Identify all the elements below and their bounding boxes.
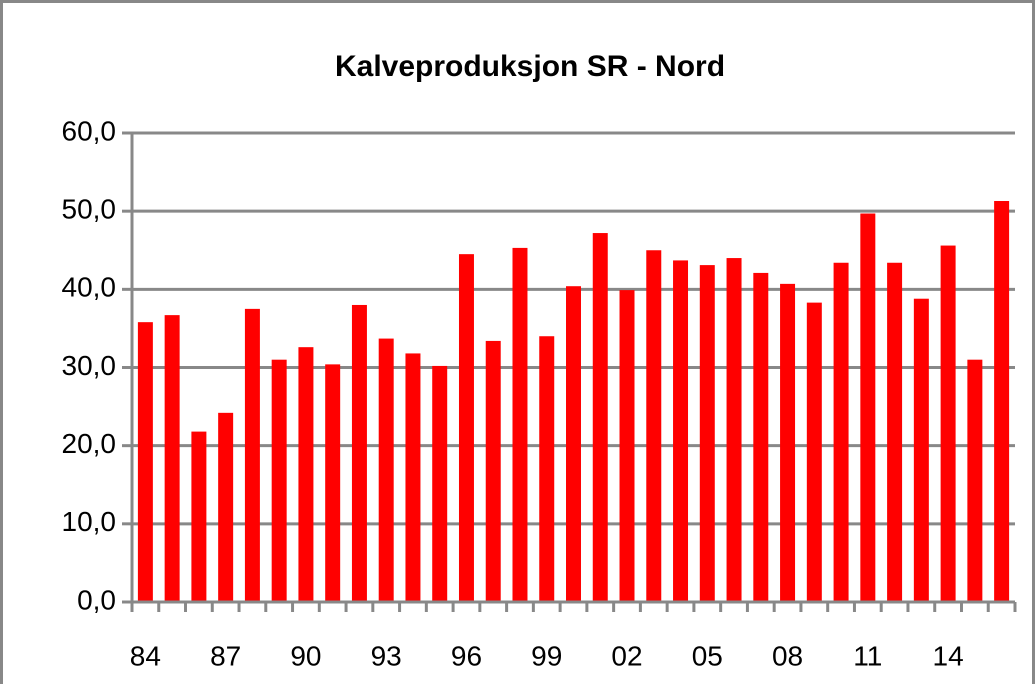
x-tick-label: 87 — [210, 640, 241, 671]
y-tick-label: 50,0 — [62, 194, 117, 225]
bar — [298, 347, 314, 602]
bar — [780, 283, 796, 602]
bar — [913, 298, 929, 602]
bar — [539, 336, 555, 602]
y-tick-label: 40,0 — [62, 272, 117, 303]
y-tick-label: 60,0 — [62, 115, 117, 146]
x-tick-label: 02 — [611, 640, 642, 671]
bar — [592, 233, 608, 602]
bar — [432, 365, 448, 602]
bar — [378, 338, 394, 602]
bar — [699, 265, 715, 602]
bar — [887, 262, 903, 602]
x-tick-label: 05 — [692, 640, 723, 671]
bar — [967, 359, 983, 602]
y-tick-label: 30,0 — [62, 350, 117, 381]
bar — [325, 364, 341, 602]
bar — [458, 254, 474, 603]
bar — [566, 286, 581, 602]
bar — [351, 304, 367, 602]
bar — [940, 245, 956, 602]
y-tick-label: 10,0 — [62, 506, 117, 537]
x-tick-label: 96 — [451, 640, 482, 671]
chart-title: Kalveproduksjon SR - Nord — [335, 50, 725, 83]
bar — [726, 258, 742, 602]
bar — [512, 247, 528, 602]
x-tick-label: 99 — [531, 640, 562, 671]
bar — [806, 302, 822, 602]
bar — [244, 308, 260, 602]
bar — [218, 412, 234, 602]
bar — [860, 213, 876, 603]
bar — [191, 431, 207, 602]
bar — [485, 340, 501, 602]
bar — [994, 201, 1010, 602]
bar — [619, 290, 635, 602]
x-tick-label: 90 — [290, 640, 321, 671]
bar — [646, 250, 662, 602]
x-tick-label: 84 — [130, 640, 161, 671]
bar — [137, 322, 153, 602]
bar — [753, 272, 769, 602]
x-tick-label: 14 — [933, 640, 964, 671]
y-tick-label: 20,0 — [62, 428, 117, 459]
bar — [271, 359, 287, 602]
x-tick-label: 11 — [853, 640, 882, 671]
bar — [833, 262, 849, 602]
bar — [164, 315, 180, 602]
bar — [673, 260, 689, 602]
x-tick-label: 93 — [371, 640, 402, 671]
bar — [405, 353, 421, 602]
x-tick-label: 08 — [772, 640, 803, 671]
y-tick-label: 0,0 — [77, 584, 116, 615]
